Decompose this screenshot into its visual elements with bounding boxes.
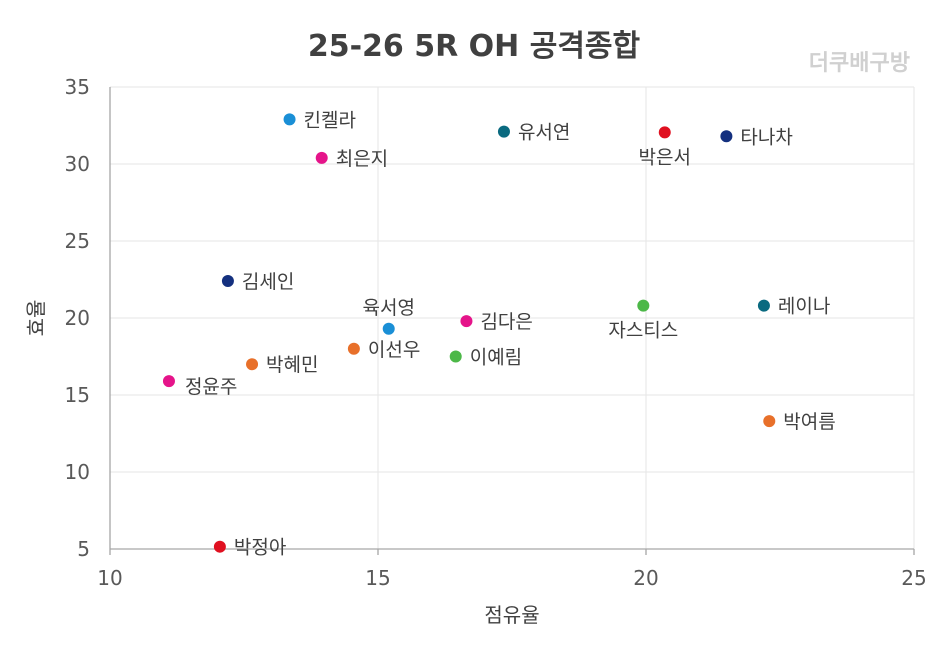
point-label: 박혜민 [266,354,318,376]
data-point [497,125,510,138]
data-point [763,415,776,428]
point-label: 박은서 [639,146,691,168]
point-label: 김다은 [480,311,532,333]
x-tick-label: 10 [97,566,122,590]
data-points [162,113,776,553]
axes [109,87,915,555]
y-tick-label: 25 [65,229,90,253]
y-tick-label: 10 [65,460,90,484]
data-point [460,315,473,328]
x-tick-label: 20 [633,566,658,590]
data-point [162,375,175,388]
x-axis-label: 점유율 [484,603,539,627]
point-label: 최은지 [336,148,388,170]
data-point [213,540,226,553]
y-axis-label: 효율 [24,300,48,337]
point-label: 이예림 [470,347,522,369]
data-point [221,275,234,288]
y-tick-label: 15 [65,383,90,407]
chart-title: 25-26 5R OH 공격종합 [308,29,641,64]
x-tick-label: 25 [901,566,926,590]
data-point [246,358,259,371]
point-label: 자스티스 [608,320,678,342]
y-tick-label: 35 [65,75,90,99]
grid [110,86,915,549]
y-tick-label: 20 [65,306,90,330]
point-label: 박정아 [234,537,286,559]
point-label: 이선우 [368,339,420,361]
point-label: 박여름 [783,411,835,433]
point-label: 킨켈라 [304,109,356,131]
data-point [658,126,671,139]
data-point [347,342,360,355]
watermark: 더쿠배구방 [809,51,910,76]
data-point [720,130,733,143]
y-tick-label: 30 [65,152,90,176]
y-tick-label: 5 [77,537,90,561]
data-point [283,113,296,126]
point-label: 유서연 [518,122,570,144]
x-tick-label: 15 [365,566,390,590]
tick-labels: 5 10 15 20 25 30 35 10 15 20 25 [65,75,927,590]
point-label: 김세인 [242,271,294,293]
data-point [382,322,395,335]
data-point [315,151,328,164]
data-point [757,299,770,312]
data-point [637,299,650,312]
point-label: 타나차 [740,126,792,148]
point-label: 레이나 [778,296,830,318]
data-point [449,350,462,363]
point-label: 육서영 [362,297,414,319]
point-label: 정윤주 [185,376,237,398]
